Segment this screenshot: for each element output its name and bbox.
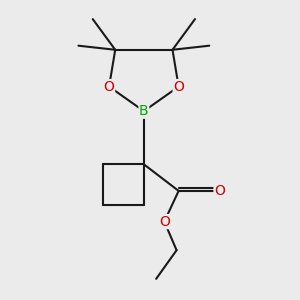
Text: O: O [104, 80, 115, 94]
Text: O: O [214, 184, 225, 198]
Text: O: O [173, 80, 184, 94]
Text: B: B [139, 104, 149, 118]
Text: O: O [159, 214, 170, 229]
